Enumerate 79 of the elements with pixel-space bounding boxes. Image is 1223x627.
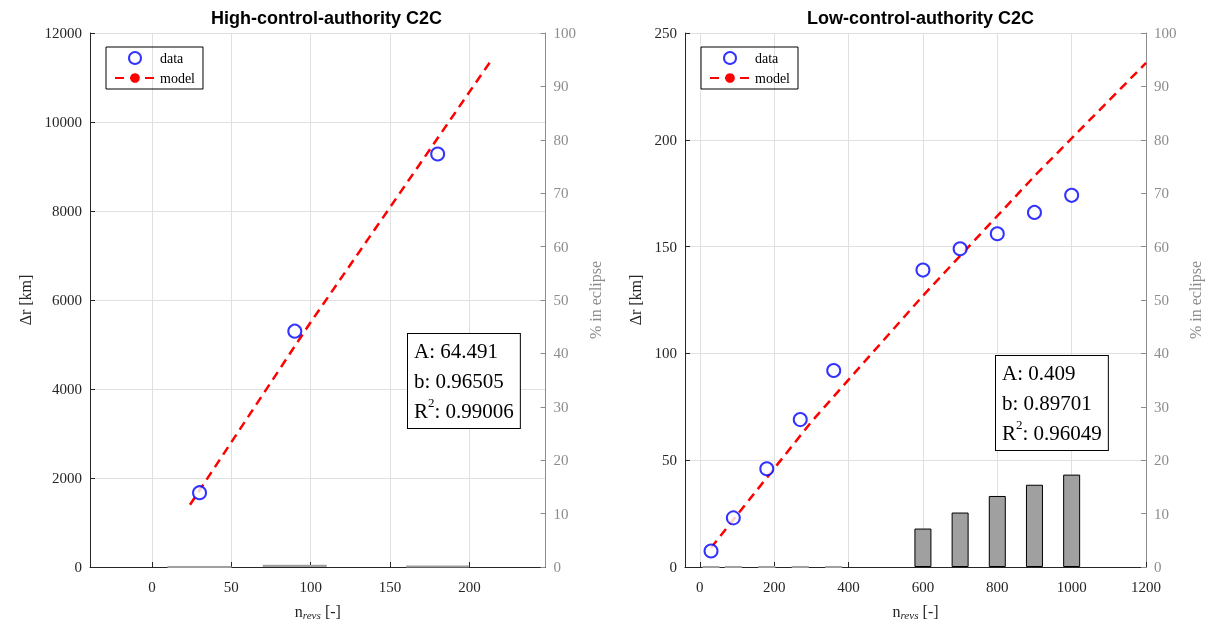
- y2-tick-label: 100: [553, 25, 577, 41]
- x-tick-label: 400: [837, 578, 860, 595]
- point: [826, 362, 842, 378]
- point: [703, 543, 719, 559]
- y-tick-label: 100: [654, 345, 677, 362]
- x-tick-label: 0: [148, 578, 156, 595]
- x-tick-label: 50: [223, 578, 239, 595]
- y2-tick-label: 30: [553, 398, 569, 415]
- y2-tick-label: 40: [553, 345, 569, 362]
- y-tick-label: 250: [654, 25, 677, 41]
- y-tick-label: 6000: [52, 292, 82, 308]
- bar: [914, 528, 932, 567]
- point: [792, 412, 808, 428]
- x-tick-label: 1000: [1056, 578, 1087, 595]
- chart-title: High-control-authority C2C: [211, 8, 442, 28]
- y2-tick-label: 100: [1154, 25, 1177, 41]
- point: [1026, 204, 1042, 220]
- point: [287, 323, 303, 339]
- point: [430, 146, 446, 162]
- y-tick-label: 8000: [52, 203, 82, 219]
- y2-tick-label: 80: [553, 131, 569, 148]
- point: [759, 461, 775, 477]
- x-tick-label: 100: [299, 578, 322, 595]
- y-axis-title: Δr [km]: [627, 274, 645, 326]
- y2-tick-label: 0: [553, 559, 562, 575]
- legend-label: data: [755, 50, 780, 66]
- y2-tick-label: 20: [553, 452, 569, 469]
- legend-label: model: [755, 70, 791, 86]
- bar: [951, 512, 969, 567]
- point: [915, 262, 931, 278]
- annotation: A: 0.409: [1002, 361, 1076, 385]
- y2-tick-label: 0: [1154, 559, 1162, 575]
- x-tick-label: 600: [911, 578, 935, 595]
- y2-tick-label: 90: [553, 78, 569, 95]
- y2-tick-label: 40: [1154, 345, 1169, 362]
- y2-tick-label: 70: [1154, 185, 1169, 202]
- y2-tick-label: 50: [553, 292, 569, 308]
- legend-label: data: [160, 50, 185, 66]
- point: [192, 485, 208, 501]
- y-tick-label: 10000: [44, 114, 82, 130]
- y2-tick-label: 30: [1154, 398, 1169, 415]
- y-axis-title: Δr [km]: [17, 274, 35, 326]
- y2-tick-label: 60: [553, 238, 569, 255]
- point: [989, 226, 1005, 242]
- bar: [1063, 474, 1081, 567]
- x-tick-label: 1200: [1131, 578, 1161, 595]
- y-tick-label: 2000: [52, 470, 82, 486]
- annotation: b: 0.96505: [414, 369, 504, 393]
- bar: [1025, 484, 1043, 567]
- x-tick-label: 200: [458, 578, 481, 595]
- annotation: A: 64.491: [414, 339, 498, 363]
- y2-tick-label: 50: [1154, 292, 1169, 308]
- y-tick-label: 0: [74, 559, 82, 575]
- bar: [988, 495, 1006, 567]
- y2-tick-label: 90: [1154, 78, 1169, 95]
- y2-axis-title: % in eclipse: [1186, 260, 1205, 340]
- point: [952, 241, 968, 257]
- y-tick-label: 200: [654, 131, 677, 148]
- x-tick-label: 800: [986, 578, 1009, 595]
- y2-axis-title: % in eclipse: [586, 260, 605, 340]
- y-tick-label: 50: [662, 452, 677, 469]
- y-tick-label: 150: [654, 238, 677, 255]
- y2-tick-label: 10: [1154, 505, 1169, 522]
- y2-tick-label: 10: [553, 505, 569, 522]
- y2-tick-label: 20: [1154, 452, 1169, 469]
- x-tick-label: 150: [378, 578, 402, 595]
- y2-tick-label: 80: [1154, 131, 1169, 148]
- x-tick-label: 0: [696, 578, 704, 595]
- point: [725, 510, 741, 526]
- y-tick-label: 12000: [44, 25, 82, 41]
- y2-tick-label: 60: [1154, 238, 1169, 255]
- y-tick-label: 0: [669, 559, 677, 575]
- chart-title: Low-control-authority C2C: [807, 8, 1034, 28]
- x-tick-label: 200: [762, 578, 786, 595]
- y2-tick-label: 70: [553, 185, 569, 202]
- annotation: b: 0.89701: [1002, 391, 1092, 415]
- point: [1064, 187, 1080, 203]
- y-tick-label: 4000: [52, 381, 82, 397]
- legend-label: model: [160, 70, 196, 86]
